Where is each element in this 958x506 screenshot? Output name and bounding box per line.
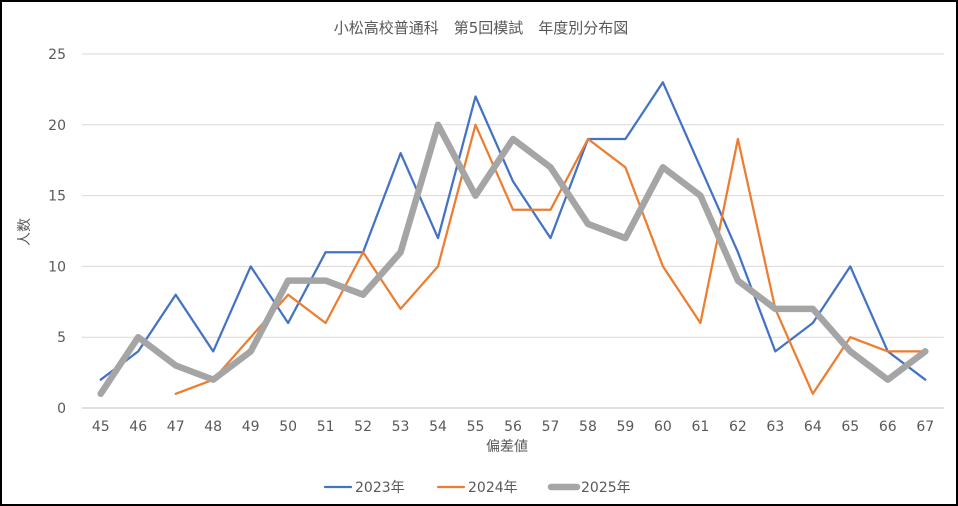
- legend-label-2: 2024年: [468, 480, 518, 496]
- y-tick-label: 10: [48, 259, 66, 275]
- legend-label-3: 2025年: [581, 480, 631, 496]
- x-tick-label: 62: [729, 419, 747, 435]
- x-tick-label: 65: [841, 419, 859, 435]
- x-tick-label: 56: [504, 419, 522, 435]
- y-tick-label: 25: [48, 47, 66, 63]
- x-tick-label: 58: [579, 419, 597, 435]
- x-tick-label: 45: [92, 419, 110, 435]
- x-tick-label: 64: [804, 419, 822, 435]
- x-tick-label: 55: [467, 419, 485, 435]
- x-tick-label: 53: [392, 419, 410, 435]
- x-tick-label: 63: [766, 419, 784, 435]
- x-tick-label: 48: [204, 419, 222, 435]
- y-axis-ticks: 0 5 10 15 20 25: [48, 47, 66, 417]
- x-tick-label: 66: [879, 419, 897, 435]
- y-tick-label: 0: [57, 401, 66, 417]
- legend: 2023年 2024年 2025年: [323, 480, 631, 496]
- x-tick-label: 61: [691, 419, 709, 435]
- x-tick-label: 52: [354, 419, 372, 435]
- x-tick-label: 50: [279, 419, 297, 435]
- gridlines: [82, 53, 944, 409]
- x-tick-label: 67: [916, 419, 934, 435]
- x-tick-label: 46: [129, 419, 147, 435]
- x-tick-label: 60: [654, 419, 672, 435]
- x-tick-label: 59: [617, 419, 635, 435]
- series-line-3: [97, 121, 929, 398]
- x-axis-ticks: 45 46 47 48 49 50 51 52 53 54 55 56 57 58 59 60 61 62 63 64…: [92, 419, 934, 435]
- series-line-1: [99, 81, 927, 381]
- legend-label-1: 2023年: [355, 480, 405, 496]
- y-axis-label: 人数: [17, 218, 33, 246]
- y-tick-label: 15: [48, 189, 66, 205]
- x-tick-label: 51: [317, 419, 335, 435]
- series-lines: [97, 81, 929, 398]
- y-tick-label: 5: [57, 330, 66, 346]
- x-tick-label: 54: [429, 419, 447, 435]
- x-tick-label: 57: [542, 419, 560, 435]
- series-line-2: [174, 123, 927, 395]
- y-tick-label: 20: [48, 118, 66, 134]
- x-axis-label: 偏差値: [486, 439, 528, 455]
- x-tick-label: 47: [167, 419, 185, 435]
- chart-title: 小松高校普通科 第5回模試 年度別分布図: [334, 19, 629, 37]
- x-tick-label: 49: [242, 419, 260, 435]
